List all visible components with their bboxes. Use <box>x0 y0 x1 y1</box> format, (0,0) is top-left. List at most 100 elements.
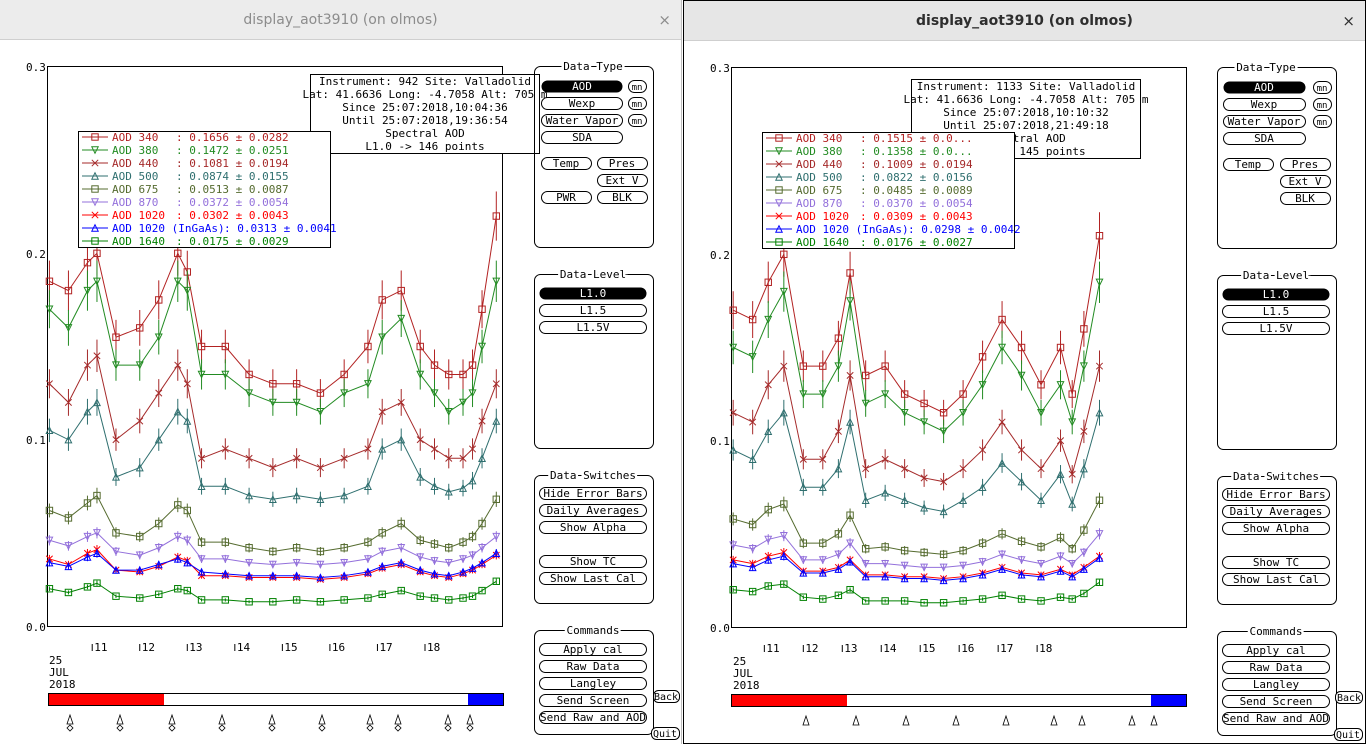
data-point <box>173 532 182 541</box>
blk-button[interactable]: BLK <box>597 191 648 204</box>
quit-button[interactable]: Quit <box>651 727 680 741</box>
pres-button[interactable]: Pres <box>1280 158 1331 171</box>
data-point <box>111 361 120 370</box>
data-point <box>939 599 948 607</box>
series-line <box>733 500 1100 555</box>
data-point <box>862 465 870 473</box>
show-alpha-button[interactable]: Show Alpha <box>539 521 647 534</box>
level-l10-button[interactable]: L1.0 <box>1222 288 1330 301</box>
svg-text:Wexp: Wexp <box>1251 98 1278 111</box>
x-axis: 11 12 13 14 15 16 17 18 <box>763 642 1052 655</box>
send-raw-aod-button[interactable]: Send Raw and AOD <box>1222 712 1330 725</box>
window-titlebar[interactable]: display_aot3910 (on olmos) × <box>684 1 1365 41</box>
legend-stat: : 0.0874 ± 0.0155 <box>176 170 289 183</box>
data-point <box>492 416 501 425</box>
level-l10-button[interactable]: L1.0 <box>539 287 647 300</box>
level-l15v-button[interactable]: L1.5V <box>539 321 647 334</box>
timeline-bar[interactable] <box>731 694 1187 707</box>
svg-text:Send Raw and AOD: Send Raw and AOD <box>1223 712 1329 725</box>
apply-cal-button[interactable]: Apply cal <box>1222 644 1330 657</box>
blk-button[interactable]: BLK <box>1280 192 1331 205</box>
show-alpha-button[interactable]: Show Alpha <box>1222 522 1330 535</box>
x-axis: 11 12 13 14 15 16 17 18 <box>91 641 440 654</box>
data-point <box>1056 469 1065 478</box>
level-l15-button[interactable]: L1.5 <box>1222 305 1330 318</box>
water-vapor-button[interactable]: Water Vapor <box>1223 115 1306 128</box>
water-vapor-mn-button[interactable]: mn <box>628 114 647 128</box>
data-point <box>1095 553 1104 562</box>
data-point <box>978 353 987 361</box>
aod-button[interactable]: AOD <box>1223 81 1306 94</box>
water-vapor-mn-button[interactable]: mn <box>1313 115 1332 129</box>
data-point <box>900 495 909 504</box>
back-button[interactable]: Back <box>1335 691 1363 705</box>
wexp-button[interactable]: Wexp <box>1223 98 1306 111</box>
sda-button[interactable]: SDA <box>541 131 623 144</box>
daily-averages-button[interactable]: Daily Averages <box>539 504 647 517</box>
x-tick-label: 11 <box>766 642 779 655</box>
back-button[interactable]: Back <box>653 690 680 704</box>
show-tc-button[interactable]: Show TC <box>539 555 647 568</box>
langley-button[interactable]: Langley <box>1222 678 1330 691</box>
window-titlebar[interactable]: display_aot3910 (on olmos) × <box>0 0 681 40</box>
x-tick-label: 12 <box>142 641 155 654</box>
legend-stat: : 0.1515 ± 0.0... <box>860 132 973 145</box>
temp-button[interactable]: Temp <box>1223 158 1274 171</box>
water-vapor-button[interactable]: Water Vapor <box>541 114 623 127</box>
data-point <box>900 546 909 555</box>
show-tc-button[interactable]: Show TC <box>1222 556 1330 569</box>
x-tick-label: 18 <box>1039 642 1052 655</box>
aod-mn-button[interactable]: mn <box>628 80 647 94</box>
langley-button[interactable]: Langley <box>539 677 647 690</box>
data-point <box>155 389 163 397</box>
data-point <box>174 249 182 258</box>
svg-text:Data Level: Data Level <box>1243 269 1309 282</box>
wexp-button[interactable]: Wexp <box>541 97 623 110</box>
timeline-marker <box>366 713 374 725</box>
x-date-year: 2018 <box>733 679 760 692</box>
temp-button[interactable]: Temp <box>541 157 592 170</box>
send-screen-button[interactable]: Send Screen <box>539 694 647 707</box>
legend-marker <box>90 171 100 180</box>
data-point <box>154 560 163 569</box>
level-l15v-button[interactable]: L1.5V <box>1222 322 1330 335</box>
pwr-button[interactable]: PWR <box>541 191 592 204</box>
raw-data-button[interactable]: Raw Data <box>539 660 647 673</box>
data-point <box>818 556 827 565</box>
legend-stat: : 0.1656 ± 0.0282 <box>176 131 289 144</box>
aod-button[interactable]: AOD <box>541 80 623 93</box>
svg-text:AOD: AOD <box>1254 81 1274 94</box>
sda-button[interactable]: SDA <box>1223 132 1306 145</box>
ext-v-button[interactable]: Ext V <box>597 174 648 187</box>
apply-cal-button[interactable]: Apply cal <box>539 643 647 656</box>
close-icon[interactable]: × <box>658 11 671 29</box>
close-icon[interactable]: × <box>1342 12 1355 30</box>
hide-error-bars-button[interactable]: Hide Error Bars <box>539 487 647 500</box>
x-tick-label: 14 <box>883 642 897 655</box>
wexp-mn-button[interactable]: mn <box>1313 98 1332 112</box>
hide-error-bars-button[interactable]: Hide Error Bars <box>1222 488 1330 501</box>
send-raw-aod-button[interactable]: Send Raw and AOD <box>539 711 647 724</box>
series-line <box>732 235 1100 414</box>
data-point <box>939 576 948 585</box>
raw-data-button[interactable]: Raw Data <box>1222 661 1330 674</box>
level-l15-button[interactable]: L1.5 <box>539 304 647 317</box>
send-screen-button[interactable]: Send Screen <box>1222 695 1330 708</box>
show-last-cal-button[interactable]: Show Last Cal <box>1222 573 1330 586</box>
data-point <box>764 582 772 590</box>
pres-button[interactable]: Pres <box>597 157 648 170</box>
aod-mn-button[interactable]: mn <box>1313 81 1332 95</box>
data-point <box>83 286 92 295</box>
wexp-mn-button[interactable]: mn <box>628 97 647 111</box>
data-point <box>959 465 967 473</box>
data-point <box>1080 589 1088 598</box>
x-tick-label: 13 <box>844 642 857 655</box>
svg-text:Water Vapor: Water Vapor <box>1228 115 1301 128</box>
legend: AOD 340: 0.1656 ± 0.0282 AOD 380: 0.1472 … <box>78 131 337 248</box>
timeline-bar[interactable] <box>48 693 504 706</box>
quit-button[interactable]: Quit <box>1334 728 1363 742</box>
daily-averages-button[interactable]: Daily Averages <box>1222 505 1330 518</box>
aod-display-canvas: 0.3 0.2 0.1 0.0 11 12 13 14 15 16 17 18 25 JUL … <box>26 58 680 741</box>
show-last-cal-button[interactable]: Show Last Cal <box>539 572 647 585</box>
ext-v-button[interactable]: Ext V <box>1280 175 1331 188</box>
